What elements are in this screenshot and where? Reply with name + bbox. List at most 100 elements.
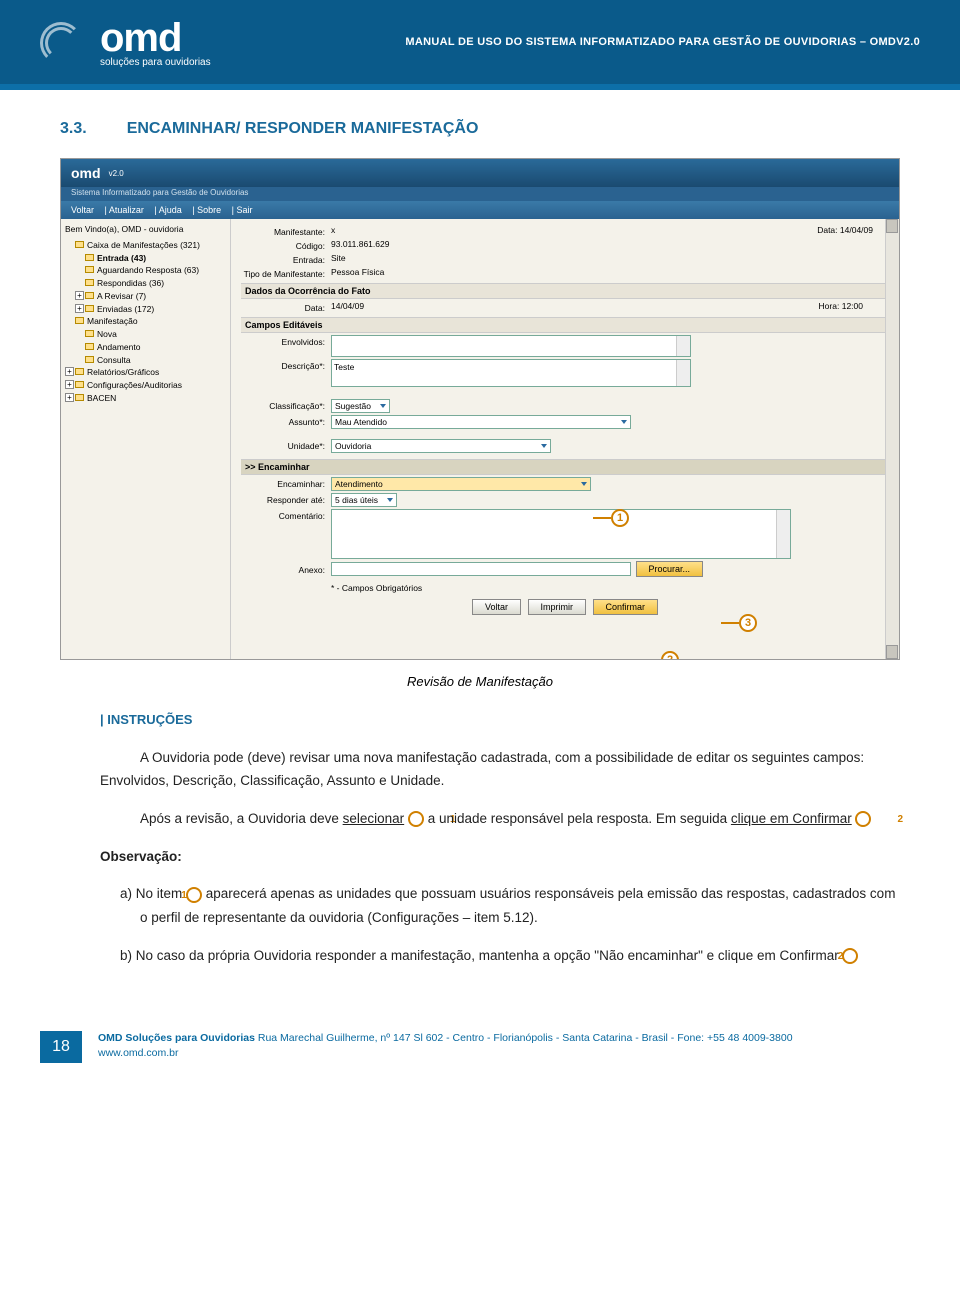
tree-relatorios[interactable]: +Relatórios/Gráficos xyxy=(75,366,226,379)
scrollbar[interactable] xyxy=(885,219,899,659)
tree-bacen[interactable]: +BACEN xyxy=(75,392,226,405)
val-manifestante: x xyxy=(331,225,335,235)
folder-icon xyxy=(85,266,94,273)
hdr-dados: Dados da Ocorrência do Fato xyxy=(241,283,889,299)
lbl-encaminhar: Encaminhar: xyxy=(241,477,331,489)
lbl-codigo: Código: xyxy=(241,239,331,251)
menu-atualizar[interactable]: Atualizar xyxy=(109,205,144,215)
tree-caixa[interactable]: Caixa de Manifestações (321) xyxy=(75,239,226,252)
button-row: Voltar Imprimir Confirmar xyxy=(241,599,889,615)
input-descricao[interactable]: Teste xyxy=(331,359,691,387)
tree-consulta[interactable]: Consulta xyxy=(85,354,226,367)
tree-andamento[interactable]: Andamento xyxy=(85,341,226,354)
annotation-3: 3 xyxy=(739,614,757,632)
section-number: 3.3. xyxy=(60,120,87,138)
lbl-unidade: Unidade*: xyxy=(241,439,331,451)
paragraph-2: Após a revisão, a Ouvidoria deve selecio… xyxy=(100,807,900,831)
folder-icon xyxy=(85,343,94,350)
logo-subtitle: soluções para ouvidorias xyxy=(100,57,211,68)
input-comentario[interactable] xyxy=(331,509,791,559)
list-item-b: b) No caso da própria Ouvidoria responde… xyxy=(140,944,900,968)
tree-aguardando[interactable]: Aguardando Resposta (63) xyxy=(85,264,226,277)
lbl-classificacao: Classificação*: xyxy=(241,399,331,411)
app-menu: Voltar | Atualizar | Ajuda | Sobre | Sai… xyxy=(61,201,899,219)
observacao-label: Observação: xyxy=(100,845,900,869)
folder-icon xyxy=(75,381,84,388)
input-anexo[interactable] xyxy=(331,562,631,576)
expand-icon[interactable]: + xyxy=(65,367,74,376)
app-version: v2.0 xyxy=(109,169,124,178)
lbl-descricao: Descrição*: xyxy=(241,359,331,371)
select-assunto[interactable]: Mau Atendido xyxy=(331,415,631,429)
app-titlebar: omd v2.0 xyxy=(61,159,899,187)
val-data: 14/04/09 xyxy=(331,301,364,311)
tree-respondidas[interactable]: Respondidas (36) xyxy=(85,277,226,290)
expand-icon[interactable]: + xyxy=(75,304,84,313)
inline-annot-2b: 2 xyxy=(842,948,858,964)
section-heading: 3.3. ENCAMINHAR/ RESPONDER MANIFESTAÇÃO xyxy=(60,120,900,138)
menu-voltar[interactable]: Voltar xyxy=(71,205,94,215)
menu-sobre[interactable]: Sobre xyxy=(197,205,221,215)
voltar-button[interactable]: Voltar xyxy=(472,599,521,615)
annotation-2: 2 xyxy=(661,651,679,659)
folder-icon xyxy=(75,368,84,375)
select-responder[interactable]: 5 dias úteis xyxy=(331,493,397,507)
inline-annot-1b: 1 xyxy=(186,887,202,903)
val-entrada: Site xyxy=(331,253,346,263)
folder-icon xyxy=(75,241,84,248)
logo: omd soluções para ouvidorias xyxy=(40,16,211,68)
figure-caption: Revisão de Manifestação xyxy=(60,674,900,689)
lbl-data: Data: xyxy=(241,301,331,313)
val-hora: Hora: 12:00 xyxy=(819,301,863,311)
select-unidade[interactable]: Ouvidoria xyxy=(331,439,551,453)
link-selecionar: selecionar xyxy=(343,811,405,826)
tree-entrada[interactable]: Entrada (43) xyxy=(85,252,226,265)
paragraph-1: A Ouvidoria pode (deve) revisar uma nova… xyxy=(100,746,900,793)
expand-icon[interactable]: + xyxy=(65,393,74,402)
lbl-responder: Responder até: xyxy=(241,493,331,505)
instrucoes-label: | INSTRUÇÕES xyxy=(100,709,900,732)
app-screenshot: omd v2.0 Sistema Informatizado para Gest… xyxy=(60,158,900,660)
logo-text: omd xyxy=(100,16,181,60)
imprimir-button[interactable]: Imprimir xyxy=(528,599,587,615)
tree-config[interactable]: +Configurações/Auditorias xyxy=(75,379,226,392)
hdr-encaminhar: >> Encaminhar xyxy=(241,459,889,475)
lbl-manifestante: Manifestante: xyxy=(241,225,331,237)
sidebar: Bem Vindo(a), OMD - ouvidoria Caixa de M… xyxy=(61,219,231,659)
select-encaminhar[interactable]: Atendimento xyxy=(331,477,591,491)
folder-icon xyxy=(75,317,84,324)
main-pane: Data: 14/04/09 Manifestante:x Código:93.… xyxy=(231,219,899,659)
header-title: MANUAL DE USO DO SISTEMA INFORMATIZADO P… xyxy=(405,36,920,48)
folder-icon xyxy=(85,330,94,337)
lbl-entrada: Entrada: xyxy=(241,253,331,265)
folder-icon xyxy=(85,279,94,286)
page-header: omd soluções para ouvidorias MANUAL DE U… xyxy=(0,0,960,90)
input-envolvidos[interactable] xyxy=(331,335,691,357)
section-title: ENCAMINHAR/ RESPONDER MANIFESTAÇÃO xyxy=(127,120,479,138)
page-number: 18 xyxy=(40,1031,82,1063)
select-classificacao[interactable]: Sugestão xyxy=(331,399,390,413)
list-item-a: a) No item 1 aparecerá apenas as unidade… xyxy=(140,882,900,929)
annotation-1: 1 xyxy=(611,509,629,527)
folder-icon xyxy=(85,254,94,261)
confirmar-button[interactable]: Confirmar xyxy=(593,599,659,615)
menu-sair[interactable]: Sair xyxy=(236,205,252,215)
link-clique-confirmar: clique em Confirmar xyxy=(731,811,852,826)
inline-annot-2: 2 xyxy=(855,811,871,827)
tree-manifestacao[interactable]: Manifestação xyxy=(75,315,226,328)
folder-icon xyxy=(85,305,94,312)
welcome-text: Bem Vindo(a), OMD - ouvidoria xyxy=(65,223,226,236)
menu-ajuda[interactable]: Ajuda xyxy=(159,205,182,215)
page-footer: 18 OMD Soluções para Ouvidorias Rua Mare… xyxy=(0,1031,960,1063)
lbl-tipo: Tipo de Manifestante: xyxy=(241,267,331,279)
lbl-anexo: Anexo: xyxy=(241,563,331,575)
tree-enviadas[interactable]: +Enviadas (172) xyxy=(85,303,226,316)
tree-revisar[interactable]: +A Revisar (7) xyxy=(85,290,226,303)
lbl-assunto: Assunto*: xyxy=(241,415,331,427)
procurar-button[interactable]: Procurar... xyxy=(636,561,704,577)
expand-icon[interactable]: + xyxy=(75,291,84,300)
tree-nova[interactable]: Nova xyxy=(85,328,226,341)
val-codigo: 93.011.861.629 xyxy=(331,239,389,249)
top-date: Data: 14/04/09 xyxy=(817,225,873,235)
expand-icon[interactable]: + xyxy=(65,380,74,389)
